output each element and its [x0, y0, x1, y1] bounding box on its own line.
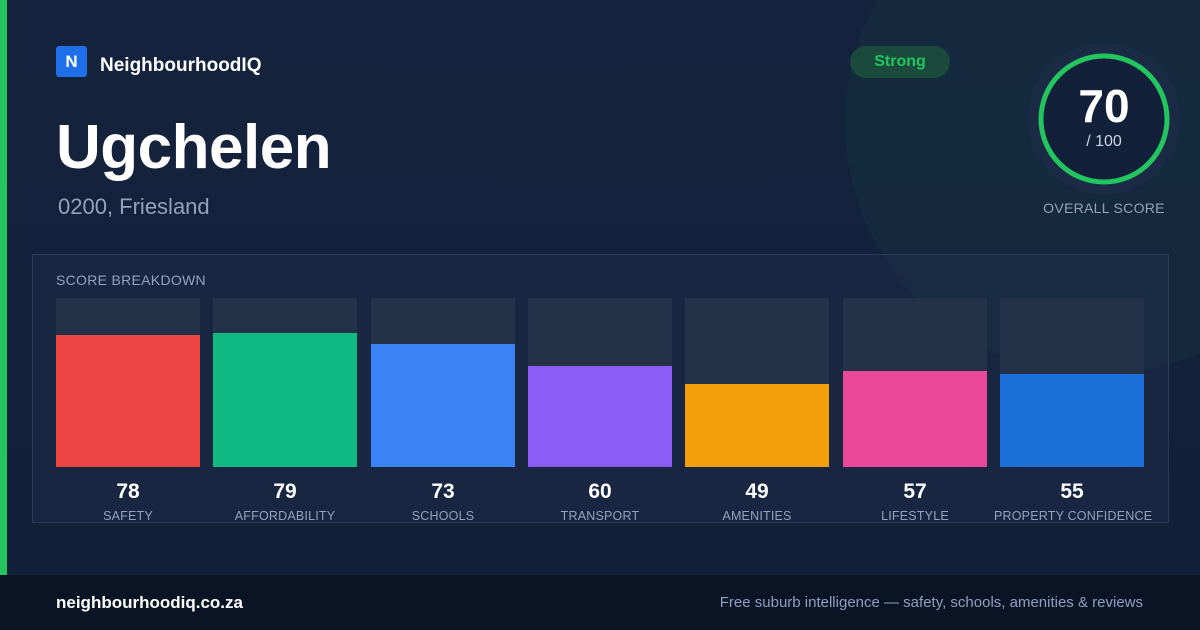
overall-score-max: / 100 [1086, 133, 1122, 150]
rating-badge: Strong [850, 46, 950, 78]
score-ring-progress [1038, 53, 1170, 185]
accent-bar [0, 0, 7, 575]
brand[interactable]: N NeighbourhoodIQ [56, 46, 261, 77]
overall-score-label: OVERALL SCORE [1043, 200, 1165, 216]
brand-logo-icon: N [56, 46, 87, 77]
suburb-title: Ugchelen [56, 113, 332, 182]
overall-score-value: 70 [1078, 80, 1130, 132]
overall-score-ring: 70 / 100 [1028, 43, 1180, 195]
suburb-subtitle: 0200, Friesland [58, 194, 210, 219]
score-ring-graphic [1028, 43, 1180, 195]
score-breakdown-panel [32, 254, 1169, 523]
footer: neighbourhoodiq.co.za Free suburb intell… [0, 575, 1200, 630]
score-breakdown-title: SCORE BREAKDOWN [56, 272, 206, 288]
footer-url[interactable]: neighbourhoodiq.co.za [56, 593, 243, 612]
footer-tagline: Free suburb intelligence — safety, schoo… [719, 594, 1143, 611]
brand-name: NeighbourhoodIQ [100, 54, 262, 76]
